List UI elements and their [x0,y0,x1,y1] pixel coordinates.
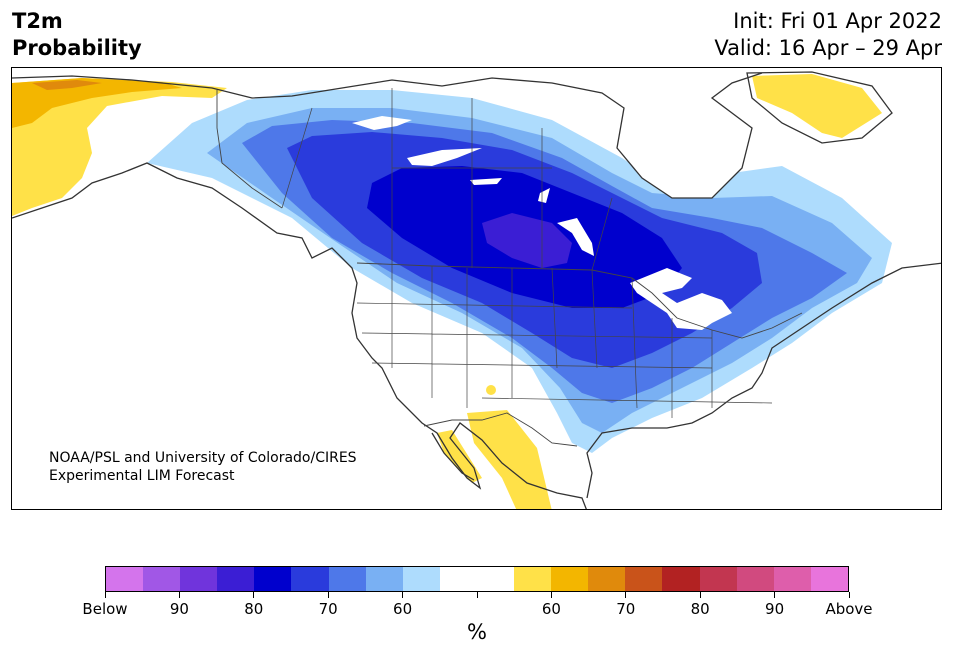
colorbar-tick-label: 60 [541,600,561,618]
colorbar-segment [625,567,663,591]
baja-above-55-region [437,430,482,483]
colorbar-tick [476,592,478,598]
hudson-bay [617,98,752,198]
colorbar-segment [180,567,218,591]
province-lines [281,88,613,271]
alaska-above-65-region [32,80,102,90]
probability-map [12,71,941,509]
credit-line-1: NOAA/PSL and University of Colorado/CIRE… [49,450,357,466]
reindeer-lake [538,188,550,203]
colorbar-segment [254,567,292,591]
credit-line-2: Experimental LIM Forecast [49,468,235,484]
colorbar-tick-label: Above [825,600,873,618]
colorbar-tick-label: 90 [765,600,785,618]
great-bear-lake [352,116,412,130]
colorbar-segment [143,567,181,591]
colorbar-segment [217,567,255,591]
colorbar-tick [178,592,180,598]
title-quantity: Probability [12,36,142,60]
lake-athabasca [470,178,502,185]
below-80-region [482,213,572,268]
colorbar-tick-label: 80 [244,600,264,618]
alaska-canada-border [216,90,283,209]
colorbar-tick-label: 60 [393,600,413,618]
colorbar-segment [736,567,774,591]
colorbar-segment [365,567,403,591]
colorbar-segment [699,567,737,591]
great-slave-lake [407,148,482,166]
colorbar-tick [402,592,404,598]
colorbar-tick [253,592,255,598]
colorbar-tick [774,592,776,598]
colorbar-segment [810,567,848,591]
colorbar-tick-label: 90 [169,600,189,618]
colorbar-segment [662,567,700,591]
coastline-gulf [586,262,941,499]
colorbar-tick-label: 80 [690,600,710,618]
state-lines [356,266,773,418]
colorbar-tick [848,592,850,598]
coastline-baja [431,432,475,481]
forecast-dates: Init: Fri 01 Apr 2022 Valid: 16 Apr – 29… [714,8,942,62]
colorbar-segment [291,567,329,591]
alaska-above-55-region [12,78,227,216]
colorbar-unit: % [467,620,487,644]
valid-period: Valid: 16 Apr – 29 Apr [714,36,942,60]
colorbar-tick [625,592,627,598]
colorbar-tick-label: 70 [318,600,338,618]
colorbar-tick-label: 70 [616,600,636,618]
great-lakes [630,268,732,330]
us-canada-border [356,262,803,339]
colorbar-segment [551,567,589,591]
probability-colorbar [105,566,849,592]
coastline-greenland [746,71,893,144]
coastline-arctic [12,72,763,199]
colorbar-segment [402,567,440,591]
colorbar-tick [327,592,329,598]
title-variable: T2m [12,9,63,33]
colorbar-tick [699,592,701,598]
lake-winnipeg [557,218,594,256]
colorbar-tick-label: Below [82,600,128,618]
southwest-above-55-spot [486,385,496,395]
mexico-above-55-region [467,410,552,509]
colorbar-segment [514,567,552,591]
us-mexico-border [423,412,578,447]
colorbar-tick [104,592,106,598]
coastline-west [12,162,587,509]
credit-text: NOAA/PSL and University of Colorado/CIRE… [49,449,357,485]
colorbar-segment [773,567,811,591]
alaska-above-60-region [12,78,182,128]
colorbar-tick [550,592,552,598]
map-title: T2m Probability [12,8,142,62]
greenland-above-55-region [752,74,882,138]
forecast-map: NOAA/PSL and University of Colorado/CIRE… [11,67,942,510]
colorbar-segment [439,567,477,591]
colorbar-segment [476,567,515,591]
colorbar-segment [588,567,626,591]
init-date: Init: Fri 01 Apr 2022 [733,9,942,33]
colorbar-segment [328,567,366,591]
colorbar-segment [106,567,144,591]
